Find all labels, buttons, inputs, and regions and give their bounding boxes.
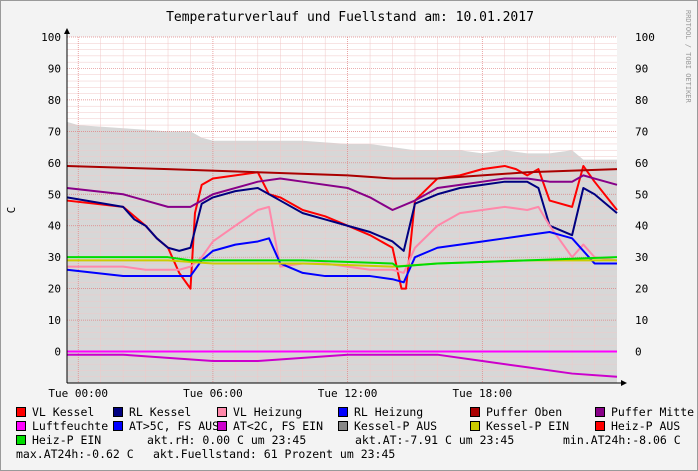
y-tick-label-left: 70 [48,125,61,138]
y-tick-label-left: 20 [48,283,61,296]
legend-label: VL Kessel [32,405,95,419]
y-tick-label-right: 0 [635,346,642,359]
series-line [67,256,618,268]
y-axis-label: C [5,207,18,214]
legend-item: AT<2C, FS EIN [217,419,323,433]
chart-title: Temperaturverlauf und Fuellstand am: 10.… [166,10,534,25]
legend-item: Puffer Oben [470,405,562,419]
legend-label: Kessel-P AUS [354,419,438,433]
y-tick-label-right: 70 [635,125,648,138]
legend-item: RL Heizung [338,405,423,419]
legend-swatch [595,421,605,431]
legend-item: Kessel-P AUS [338,419,437,433]
legend-swatch [16,435,26,445]
y-tick-label-right: 100 [635,31,655,44]
legend-label: AT>5C, FS AUS [129,419,220,433]
x-tick-label: Tue 00:00 [48,387,108,400]
legend-item: Heiz-P AUS [595,419,680,433]
y-tick-label-right: 60 [635,157,648,170]
legend-label: Puffer Mitte [611,405,695,419]
series-line [66,231,617,284]
x-tick-label: Tue 18:00 [453,387,513,400]
y-tick-label-left: 90 [48,62,61,75]
legend-swatch [338,407,348,417]
info-min: min.AT24h:-8.06 C [563,433,681,447]
y-tick-label-left: 60 [48,157,61,170]
series-line [66,174,618,211]
y-tick-label-right: 40 [635,220,648,233]
legend-item: Heiz-P EIN [16,433,101,447]
legend-item: RL Kessel [113,405,191,419]
y-tick-label-left: 100 [41,31,61,44]
legend-label: VL Heizung [233,405,303,419]
x-axis-arrow [621,380,627,386]
legend-swatch [113,421,123,431]
y-tick-label-left: 0 [54,346,61,359]
legend-label: Puffer Oben [486,405,563,419]
y-tick-label-right: 50 [635,188,648,201]
y-tick-label-right: 80 [635,94,648,107]
legend-label: Kessel-P EIN [486,419,570,433]
legend-label: RL Heizung [354,405,424,419]
legend-item: Luftfeuchte [16,419,108,433]
legend-label: AT<2C, FS EIN [233,419,324,433]
info-max: max.AT24h:-0.62 C [16,447,134,461]
series-line [66,180,618,252]
fuellstand-area [67,121,617,383]
y-tick-label-left: 30 [48,251,61,264]
y-tick-label-left: 80 [48,94,61,107]
legend-label: RL Kessel [129,405,192,419]
y-tick-label-left: 50 [48,188,61,201]
watermark: RRDTOOL / TOBI OETIKER [684,10,692,104]
legend-label: Heiz-P AUS [611,419,681,433]
legend-swatch [217,421,227,431]
y-axis-arrow [64,28,70,34]
legend-item: AT>5C, FS AUS [113,419,219,433]
legend-swatch [16,421,26,431]
y-tick-label-left: 40 [48,220,61,233]
legend-swatch [113,407,123,417]
legend-swatch [595,407,605,417]
info-rh: akt.rH: 0.00 C um 23:45 [147,433,307,447]
series-line [67,205,618,274]
info-fuellstand: akt.Fuellstand: 61 Prozent um 23:45 [153,447,396,461]
series-line [66,164,618,180]
x-tick-label: Tue 06:00 [183,387,243,400]
y-tick-label-right: 90 [635,62,648,75]
legend-swatch [217,407,227,417]
legend-item: VL Heizung [217,405,302,419]
series-line [67,353,618,378]
legend-label: Heiz-P EIN [32,433,102,447]
y-tick-label-left: 10 [48,314,61,327]
y-tick-label-right: 30 [635,251,648,264]
legend-swatch [470,407,480,417]
y-tick-label-right: 20 [635,283,648,296]
legend-label: Luftfeuchte [32,419,109,433]
legend-swatch [16,407,26,417]
legend-swatch [470,421,480,431]
y-tick-label-right: 10 [635,314,648,327]
info-at: akt.AT:-7.91 C um 23:45 [355,433,515,447]
legend-item: Kessel-P EIN [470,419,569,433]
legend-item: Puffer Mitte [595,405,694,419]
legend-item: VL Kessel [16,405,94,419]
x-tick-label: Tue 12:00 [318,387,378,400]
legend-swatch [338,421,348,431]
